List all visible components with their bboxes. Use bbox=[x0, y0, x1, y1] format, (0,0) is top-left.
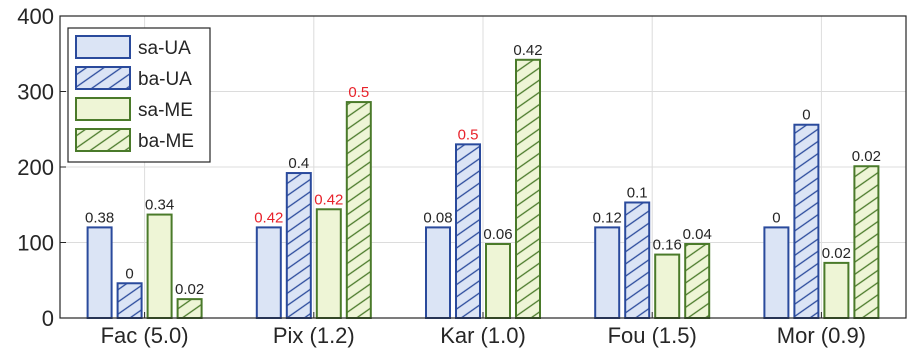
data-label: 0 bbox=[772, 209, 780, 226]
y-tick-label: 200 bbox=[17, 155, 54, 180]
legend-swatch bbox=[75, 97, 131, 121]
bar-sa-UA-2 bbox=[425, 226, 451, 319]
bar-ba-ME-4 bbox=[853, 165, 880, 319]
x-axis-ticks: Fac (5.0) Pix (1.2) Kar (1.0) Fou (1.5) Mor … bbox=[101, 312, 866, 348]
legend-label: sa-UA bbox=[138, 38, 191, 59]
data-label: 0.02 bbox=[852, 148, 881, 165]
x-tick-label: Pix (1.2) bbox=[273, 323, 355, 348]
data-label: 0.06 bbox=[483, 226, 512, 243]
bar-ba-ME-2 bbox=[515, 58, 541, 319]
data-label: 0 bbox=[802, 107, 810, 124]
data-label: 0 bbox=[125, 265, 133, 282]
bar-ba-ME-3 bbox=[684, 243, 711, 319]
data-label: 0.42 bbox=[254, 209, 283, 226]
y-tick-label: 0 bbox=[42, 306, 54, 331]
y-axis-ticks: 0 100 200 300 400 bbox=[17, 4, 66, 331]
data-label: 0.1 bbox=[627, 184, 648, 201]
bar-sa-ME-2 bbox=[485, 243, 511, 319]
data-label: 0.08 bbox=[423, 209, 452, 226]
bar-ba-UA-0 bbox=[116, 282, 143, 319]
bar-sa-ME-3 bbox=[654, 253, 681, 319]
legend-label: ba-UA bbox=[138, 69, 192, 90]
bar-sa-ME-0 bbox=[146, 213, 173, 319]
x-tick-label: Fac (5.0) bbox=[101, 323, 189, 348]
data-label: 0.12 bbox=[593, 209, 622, 226]
x-tick-label: Fou (1.5) bbox=[608, 323, 697, 348]
legend-label: sa-ME bbox=[138, 100, 193, 121]
bar-ba-ME-0 bbox=[176, 298, 203, 319]
data-label: 0.42 bbox=[314, 191, 343, 208]
legend-label: ba-ME bbox=[138, 131, 194, 152]
bar-sa-ME-4 bbox=[823, 261, 850, 320]
bar-ba-UA-4 bbox=[793, 123, 820, 319]
bar-ba-ME-1 bbox=[345, 101, 372, 319]
data-label: 0.02 bbox=[175, 281, 204, 298]
bar-sa-ME-1 bbox=[315, 208, 342, 319]
y-tick-label: 400 bbox=[17, 4, 54, 29]
data-label: 0.02 bbox=[822, 245, 851, 262]
bar-sa-UA-4 bbox=[763, 226, 790, 319]
bar-sa-UA-0 bbox=[86, 226, 113, 319]
data-label: 0.5 bbox=[348, 84, 369, 101]
bar-sa-UA-3 bbox=[594, 226, 621, 319]
x-tick-label: Mor (0.9) bbox=[777, 323, 866, 348]
data-label: 0.42 bbox=[513, 42, 542, 59]
bar-sa-UA-1 bbox=[255, 226, 282, 319]
bar-ba-UA-2 bbox=[455, 143, 481, 319]
x-tick-label: Kar (1.0) bbox=[440, 323, 526, 348]
y-tick-label: 300 bbox=[17, 80, 54, 105]
y-tick-label: 100 bbox=[17, 231, 54, 256]
data-label: 0.5 bbox=[458, 126, 479, 143]
data-labels: 0.38 0.42 0.08 0.12 0 0 0.4 0.5 0.1 0 0.34 0.42 0.06… bbox=[85, 42, 881, 298]
legend-swatch bbox=[75, 35, 131, 59]
bar-ba-UA-1 bbox=[285, 172, 312, 319]
legend-swatch bbox=[75, 66, 131, 90]
legend-swatch bbox=[75, 128, 131, 152]
data-label: 0.16 bbox=[653, 237, 682, 254]
data-label: 0.34 bbox=[145, 197, 174, 214]
data-label: 0.4 bbox=[288, 155, 309, 172]
data-label: 0.04 bbox=[683, 226, 712, 243]
data-label: 0.38 bbox=[85, 209, 114, 226]
legend: sa-UA ba-UA sa-ME ba-ME bbox=[67, 27, 211, 163]
bar-ba-UA-3 bbox=[624, 201, 651, 319]
